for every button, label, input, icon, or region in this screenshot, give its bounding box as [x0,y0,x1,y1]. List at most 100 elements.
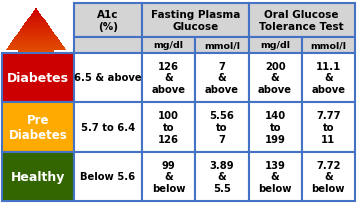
Bar [18,196,54,197]
Bar [18,81,54,82]
Bar [18,73,54,74]
Bar [15,37,57,39]
Bar [18,106,54,108]
Bar [18,114,54,115]
Bar [27,20,45,21]
Bar [26,22,46,23]
Bar [18,158,54,160]
Text: mg/dl: mg/dl [260,41,290,50]
Bar [24,25,48,26]
Bar [30,16,42,17]
Bar [32,14,40,15]
Bar [10,45,62,46]
Bar [20,31,52,32]
Bar [18,174,54,176]
Bar [195,152,248,201]
Bar [18,157,54,159]
Bar [18,117,54,118]
Bar [8,47,64,48]
Bar [142,152,195,201]
Bar [18,115,54,116]
Bar [18,159,54,161]
Bar [18,144,54,145]
Bar [28,19,44,21]
Bar [10,44,62,45]
Bar [18,150,54,151]
Text: 5.56
to
7: 5.56 to 7 [209,111,234,144]
Bar [18,169,54,170]
Bar [8,48,64,49]
Bar [18,156,54,158]
Bar [19,32,53,33]
Bar [18,170,54,171]
Text: A1c
(%): A1c (%) [97,10,119,32]
Bar [18,167,54,168]
Bar [18,66,54,67]
Text: Fasting Plasma
Glucose: Fasting Plasma Glucose [151,10,240,32]
Bar [18,118,54,119]
Bar [33,12,39,13]
Bar [18,102,54,103]
Bar [18,134,54,135]
Bar [6,50,66,51]
Bar [18,186,54,187]
Bar [18,68,54,69]
Bar [18,87,54,89]
Bar [11,42,61,43]
Text: 126
&
above: 126 & above [152,62,186,95]
Bar [18,54,54,55]
Bar [18,139,54,140]
Bar [18,141,54,143]
Bar [18,111,54,112]
Bar [18,53,54,55]
Bar [18,63,54,64]
Bar [18,195,54,196]
Bar [18,132,54,133]
Bar [18,103,54,105]
Bar [18,122,54,124]
Bar [18,56,54,57]
Bar [18,84,54,86]
Bar [18,179,54,180]
Text: 7.77
to
11: 7.77 to 11 [316,111,340,144]
Bar [33,13,39,14]
Bar [18,112,54,113]
Bar [18,190,54,192]
Bar [248,38,302,54]
Bar [16,36,56,38]
Text: 139
&
below: 139 & below [258,160,292,193]
Bar [18,154,54,155]
Bar [18,51,54,53]
Bar [18,97,54,98]
Bar [18,188,54,189]
Bar [23,26,49,27]
Bar [31,14,41,16]
Bar [18,104,54,106]
Bar [248,152,302,201]
Bar [302,54,355,102]
Bar [18,142,54,143]
Bar [18,93,54,94]
Bar [18,113,54,114]
Bar [18,153,54,154]
Bar [18,127,54,128]
Bar [18,71,54,73]
Bar [18,100,54,101]
Bar [21,29,51,30]
Text: 5.7 to 6.4: 5.7 to 6.4 [81,122,135,132]
Bar [18,83,54,84]
Bar [195,54,248,102]
Text: 11.1
&
above: 11.1 & above [311,62,345,95]
Bar [18,191,54,193]
Bar [18,188,54,190]
Bar [74,4,142,38]
Bar [18,62,54,63]
Bar [18,175,54,176]
Bar [74,54,142,102]
Bar [18,99,54,100]
Bar [18,123,54,124]
Bar [18,120,54,122]
Bar [18,108,54,109]
Bar [18,70,54,72]
Bar [16,35,56,37]
